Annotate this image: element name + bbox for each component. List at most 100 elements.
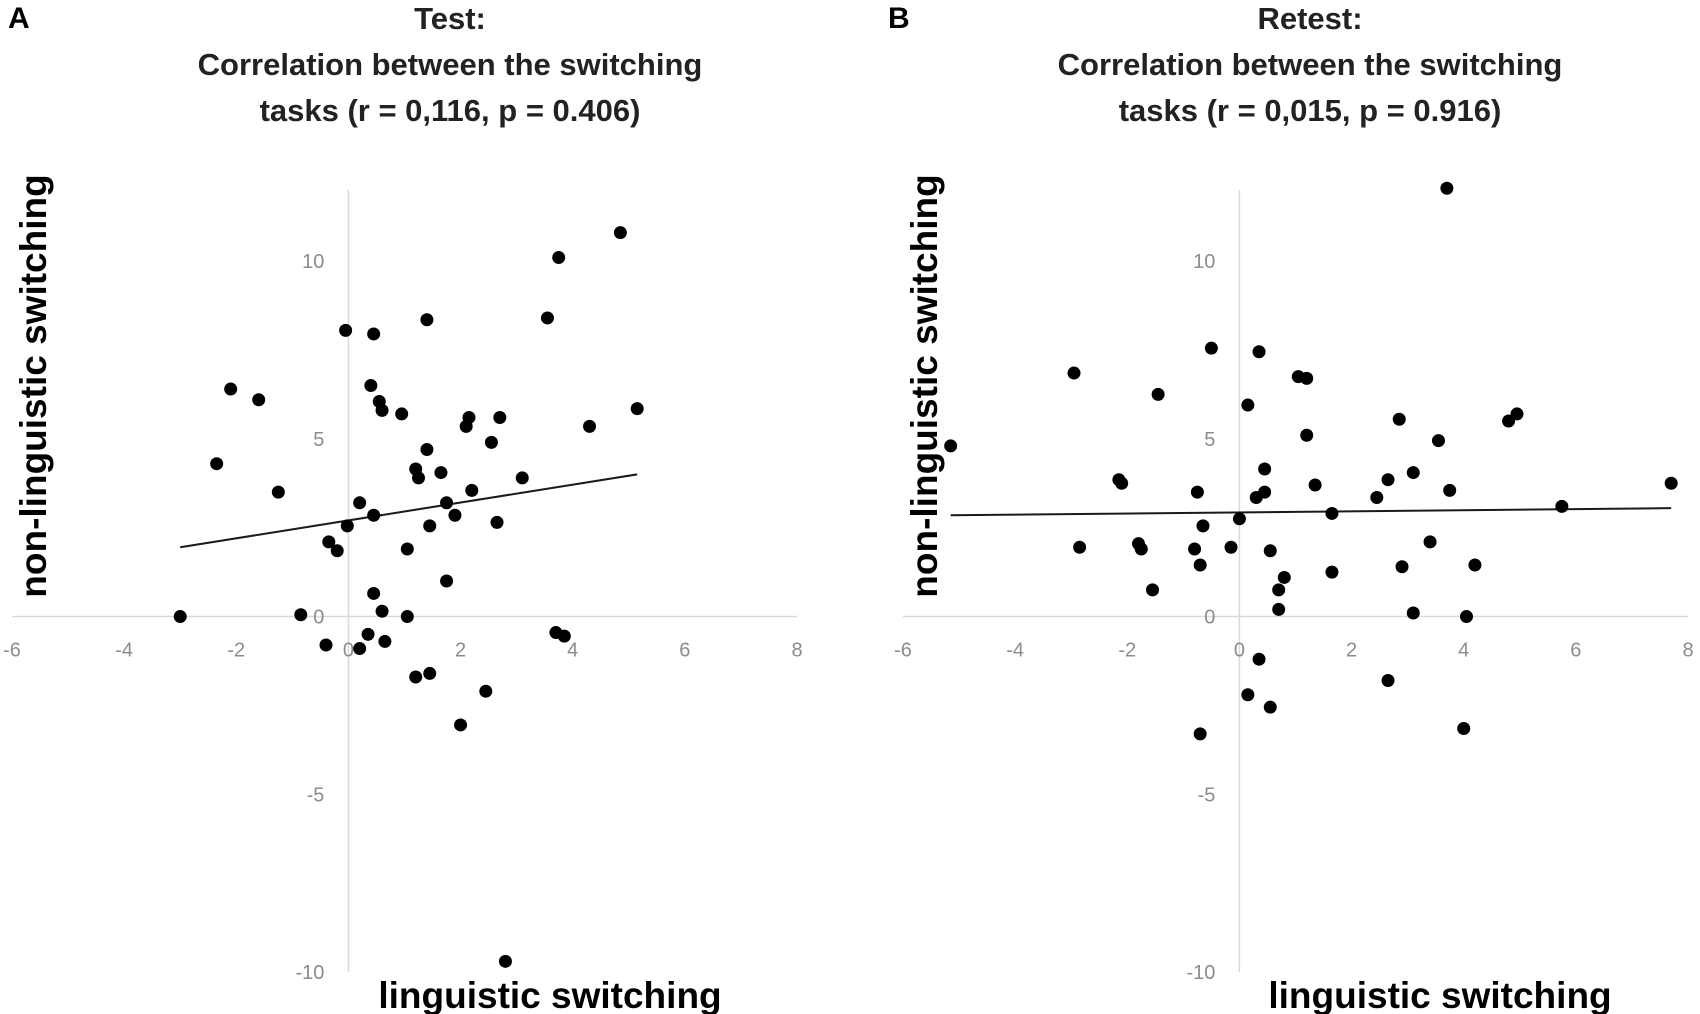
panel-b-data-point bbox=[1204, 341, 1218, 355]
panel-b-data-point bbox=[1664, 476, 1678, 490]
panel-a-data-point bbox=[400, 542, 414, 556]
panel-a-x-tick-label: -4 bbox=[115, 640, 133, 662]
panel-a-data-point bbox=[540, 311, 554, 325]
panel-b-data-point bbox=[1443, 483, 1457, 497]
panel-a-x-tick-label: 0 bbox=[343, 640, 354, 662]
panel-a-data-point bbox=[375, 403, 389, 417]
panel-b-data-point bbox=[1115, 476, 1129, 490]
panel-a-data-point bbox=[367, 508, 381, 522]
panel-b-title-line-1: Retest: bbox=[1257, 1, 1363, 36]
panel-a-data-point bbox=[319, 638, 333, 652]
panel-b-data-point bbox=[1252, 652, 1266, 666]
panel-a-data-point bbox=[493, 410, 507, 424]
panel-b-x-tick-label: 8 bbox=[1682, 640, 1693, 662]
panel-a-data-point bbox=[364, 379, 378, 392]
panel-b-data-point bbox=[1406, 606, 1420, 620]
panel-b-data-point bbox=[1460, 610, 1474, 624]
panel-b-data-point bbox=[1134, 542, 1148, 556]
panel-a-data-point bbox=[490, 515, 504, 529]
panel-b-data-point bbox=[1067, 366, 1081, 380]
panel-a-data-point bbox=[353, 496, 367, 510]
panel-b-data-point bbox=[1258, 462, 1272, 476]
panel-a-data-point bbox=[210, 457, 224, 471]
panel-b-data-point bbox=[944, 439, 958, 453]
panel-b-data-point bbox=[1308, 478, 1322, 492]
panel-b-data-point bbox=[1555, 499, 1569, 513]
panel-b-data-point bbox=[1232, 512, 1246, 526]
panel-a-data-point bbox=[515, 471, 529, 485]
panel-b-data-point bbox=[1224, 540, 1238, 554]
panel-a-y-tick-label: -5 bbox=[307, 784, 325, 806]
panel-a-data-point bbox=[420, 313, 434, 327]
panel-a-data-point bbox=[367, 327, 381, 341]
panel-b-x-tick-label: -6 bbox=[894, 640, 912, 662]
panel-b-data-point bbox=[1241, 398, 1255, 412]
panel-b-y-tick-label: 0 bbox=[1204, 607, 1215, 629]
panel-a-data-point bbox=[613, 226, 627, 240]
panel-a-x-tick-label: -6 bbox=[3, 640, 21, 662]
panel-b-y-tick-label: -5 bbox=[1198, 784, 1216, 806]
panel-b-y-axis-label: non-linguistic switching bbox=[904, 174, 945, 597]
panel-b-data-point bbox=[1325, 506, 1339, 520]
panel-b-data-point bbox=[1272, 602, 1286, 616]
panel-b-data-point bbox=[1381, 674, 1395, 688]
panel-a-y-tick-label: 10 bbox=[302, 251, 324, 273]
panel-b-data-point bbox=[1510, 407, 1524, 421]
panel-b-data-point bbox=[1423, 535, 1437, 549]
panel-a-data-point bbox=[420, 442, 434, 456]
panel-b-data-point bbox=[1196, 519, 1210, 533]
panel-b-data-point bbox=[1440, 181, 1454, 195]
panel-b-x-tick-label: 0 bbox=[1234, 640, 1245, 662]
panel-a-data-point bbox=[173, 610, 187, 624]
panel-a-data-point bbox=[552, 251, 566, 265]
panel-b-data-point bbox=[1263, 544, 1277, 558]
panel-a-data-point bbox=[423, 519, 437, 533]
panel-a-x-tick-label: 8 bbox=[791, 640, 802, 662]
panel-b-x-tick-label: -2 bbox=[1118, 640, 1136, 662]
panel-a-title-line-1: Test: bbox=[414, 1, 486, 36]
panel-a-data-point bbox=[630, 402, 644, 416]
panel-b-data-point bbox=[1457, 722, 1471, 736]
panel-a-x-axis-label: linguistic switching bbox=[378, 975, 721, 1014]
panel-b-x-tick-label: 6 bbox=[1570, 640, 1581, 662]
panel-a-data-point bbox=[479, 684, 493, 698]
panel-a-x-tick-label: 6 bbox=[679, 640, 690, 662]
panel-a-y-tick-label: 5 bbox=[313, 429, 324, 451]
panel-b-data-point bbox=[1258, 485, 1272, 499]
panel-a-data-point bbox=[400, 610, 414, 624]
panel-a-data-point bbox=[484, 435, 498, 449]
panel-a-data-point bbox=[412, 471, 426, 485]
panel-b-data-point bbox=[1188, 542, 1202, 556]
panel-b-data-point bbox=[1381, 473, 1395, 487]
panel-b-data-point bbox=[1395, 560, 1409, 574]
panel-a-data-point bbox=[395, 407, 409, 421]
panel-a-x-tick-label: 4 bbox=[567, 640, 578, 662]
panel-b-data-point bbox=[1277, 570, 1291, 584]
panel-a-data-point bbox=[294, 608, 308, 622]
panel-b-title-line-2: Correlation between the switching bbox=[1057, 47, 1563, 82]
panel-a-data-point bbox=[340, 519, 354, 533]
panel-b-data-point bbox=[1263, 700, 1277, 714]
panel-b-data-point bbox=[1370, 490, 1384, 504]
panel-b-data-point bbox=[1073, 540, 1087, 554]
panel-a-data-point bbox=[375, 604, 389, 618]
panel-a-data-point bbox=[224, 382, 238, 396]
panel-b-data-point bbox=[1468, 558, 1482, 572]
panel-a-data-point bbox=[498, 954, 512, 968]
panel-b-data-point bbox=[1406, 466, 1420, 480]
panel-a-title-line-3: tasks (r = 0,116, p = 0.406) bbox=[259, 93, 641, 128]
panel-b-title-line-3: tasks (r = 0,015, p = 0.916) bbox=[1118, 93, 1502, 128]
panel-b-x-tick-label: 2 bbox=[1346, 640, 1357, 662]
panel-a-data-point bbox=[454, 718, 468, 732]
panel-b-x-axis-label: linguistic switching bbox=[1268, 975, 1611, 1014]
panel-b-data-point bbox=[1190, 485, 1204, 499]
panel-b-data-point bbox=[1151, 387, 1165, 401]
panel-b-trendline bbox=[950, 507, 1672, 517]
panel-a-data-point bbox=[271, 485, 285, 499]
panel-a-data-point bbox=[409, 670, 423, 684]
panel-a-title-line-2: Correlation between the switching bbox=[197, 47, 703, 82]
panel-b-data-point bbox=[1325, 565, 1339, 579]
panel-a-data-point bbox=[462, 410, 476, 424]
